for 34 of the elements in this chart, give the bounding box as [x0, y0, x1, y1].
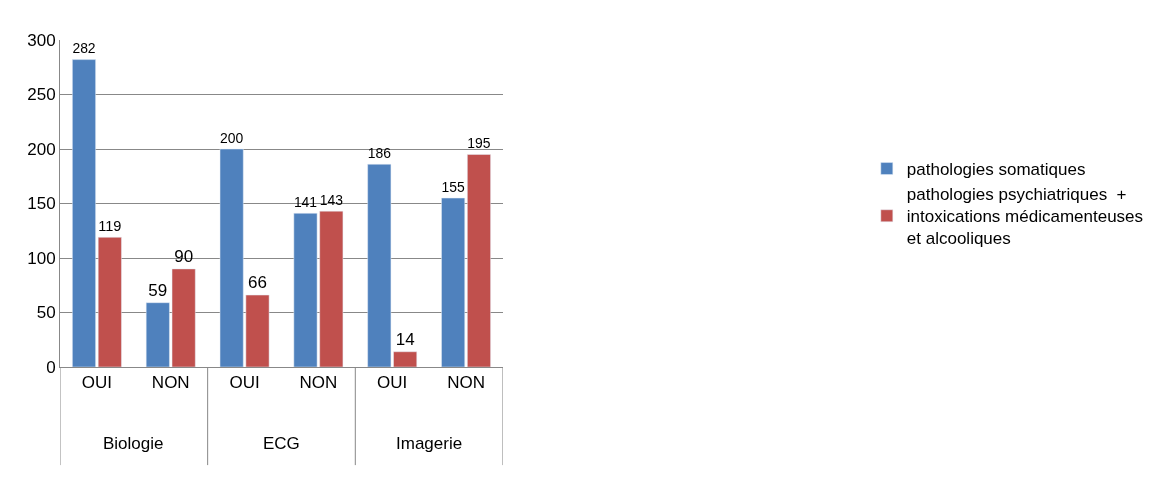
bar [97, 237, 122, 367]
data-label: 90 [174, 246, 194, 266]
y-tick-label: 200 [27, 139, 56, 159]
bar [72, 59, 96, 367]
x-tick-label: OUI [229, 373, 260, 393]
bar [467, 154, 491, 367]
y-tick-label: 300 [27, 30, 56, 50]
data-label: 186 [367, 144, 392, 161]
x-tick-label: NON [151, 373, 190, 393]
text: Imagerie [396, 434, 463, 453]
y-tick-label: 50 [36, 303, 56, 323]
data-label: 195 [467, 135, 491, 152]
data-label: 59 [148, 280, 168, 300]
y-tick-label: 100 [27, 248, 56, 268]
text: Biologie [103, 434, 164, 453]
data-label: 141 [293, 194, 318, 211]
x-tick-label: NON [447, 373, 485, 393]
y-tick-label: 150 [27, 194, 56, 214]
legend-label: pathologies somatiques [906, 160, 1086, 180]
y-tick-label: 0 [46, 357, 56, 377]
data-label: 200 [220, 129, 244, 146]
x-tick-label: OUI [81, 373, 113, 393]
text: ECG [263, 434, 300, 453]
data-label: 119 [98, 217, 122, 234]
data-label: 282 [72, 40, 96, 57]
y-tick-label: 250 [27, 85, 56, 105]
data-label: 66 [248, 273, 267, 293]
bar [441, 197, 465, 367]
data-label: 143 [319, 191, 344, 208]
x-tick-label: NON [299, 373, 338, 393]
legend-label: pathologies psychiatriques + intoxications médicamenteuses et alcooliques [906, 185, 1144, 249]
data-label: 155 [441, 178, 465, 195]
data-label: 14 [395, 329, 415, 349]
x-tick-label: OUI [377, 373, 408, 393]
